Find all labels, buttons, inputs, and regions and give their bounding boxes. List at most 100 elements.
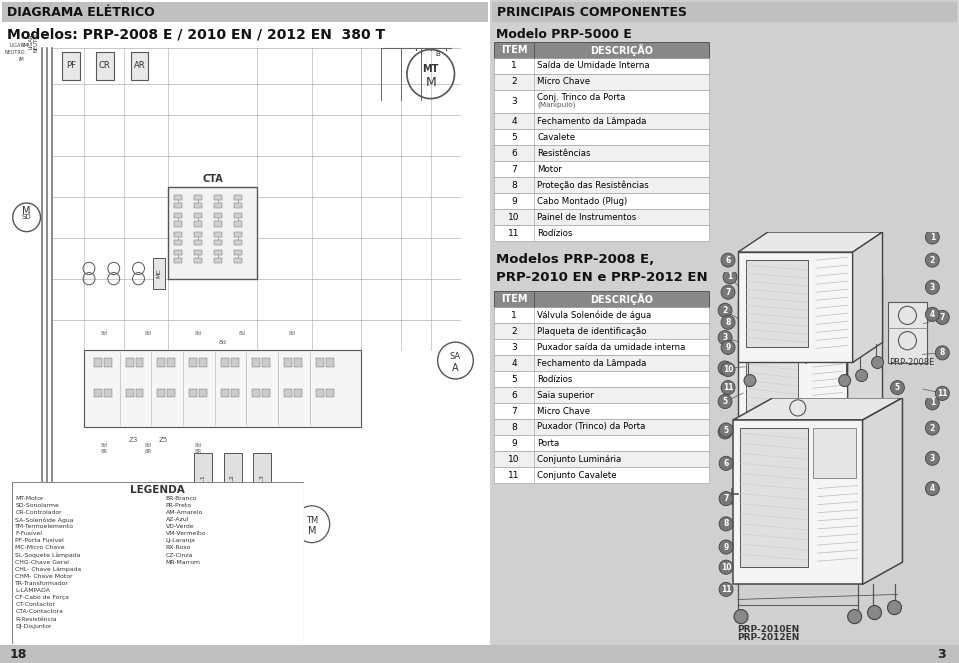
Bar: [223, 453, 242, 509]
Text: 5: 5: [511, 133, 517, 141]
Bar: [494, 74, 709, 90]
Circle shape: [721, 381, 735, 394]
Text: VM-Vermelho: VM-Vermelho: [166, 531, 206, 536]
Circle shape: [721, 253, 735, 267]
Text: 4: 4: [929, 310, 935, 319]
Bar: [490, 0, 959, 663]
Text: MC-Micro Chave: MC-Micro Chave: [15, 546, 65, 550]
Text: CT-Contactor: CT-Contactor: [15, 603, 56, 607]
Circle shape: [935, 310, 949, 324]
Text: 8R: 8R: [145, 449, 152, 453]
Circle shape: [854, 477, 868, 492]
Bar: [175, 250, 182, 255]
Bar: [234, 203, 242, 208]
Bar: [234, 213, 242, 218]
Text: 1: 1: [929, 398, 935, 407]
Text: 8d: 8d: [219, 339, 226, 345]
Bar: [194, 195, 202, 200]
Text: 18: 18: [10, 648, 27, 660]
Bar: [175, 195, 182, 200]
Circle shape: [721, 316, 735, 330]
Bar: [494, 58, 709, 74]
Bar: [253, 453, 271, 509]
Circle shape: [719, 423, 733, 437]
Text: CR-Controlador: CR-Controlador: [15, 510, 62, 515]
Text: 7: 7: [511, 406, 517, 416]
Bar: [294, 359, 302, 367]
Circle shape: [830, 483, 845, 497]
Text: 10: 10: [723, 365, 734, 374]
Bar: [494, 113, 709, 129]
Circle shape: [744, 375, 756, 387]
Bar: [194, 250, 202, 255]
Circle shape: [891, 381, 904, 394]
Circle shape: [935, 387, 949, 400]
Circle shape: [925, 421, 939, 435]
Text: PF: PF: [66, 62, 76, 70]
Text: SA-Solenóide Água: SA-Solenóide Água: [15, 516, 74, 522]
Text: 11: 11: [723, 383, 734, 392]
Text: A: A: [452, 363, 458, 373]
Circle shape: [718, 331, 732, 345]
Circle shape: [721, 363, 735, 377]
Text: Rodízios: Rodízios: [537, 375, 573, 383]
Circle shape: [935, 346, 949, 360]
Text: 11: 11: [508, 229, 520, 237]
Text: CZ-Cinza: CZ-Cinza: [166, 552, 193, 558]
Bar: [494, 323, 709, 339]
Text: Modelo PRP-5000 E: Modelo PRP-5000 E: [496, 27, 632, 40]
Text: CHG-Chave Geral: CHG-Chave Geral: [15, 560, 69, 565]
Bar: [492, 2, 957, 22]
Circle shape: [925, 452, 939, 465]
Text: 7: 7: [725, 288, 731, 297]
Text: Fechamento da Lâmpada: Fechamento da Lâmpada: [537, 359, 646, 367]
Text: 9: 9: [723, 542, 729, 552]
Text: CTA-Contactora: CTA-Contactora: [15, 609, 63, 615]
Text: DESCRIÇÃO: DESCRIÇÃO: [590, 44, 653, 56]
Polygon shape: [813, 428, 855, 479]
Text: L-LÂMPADA: L-LÂMPADA: [15, 588, 51, 593]
Text: 9: 9: [511, 196, 517, 206]
Text: 6: 6: [722, 428, 728, 436]
Circle shape: [719, 560, 733, 574]
Bar: [494, 387, 709, 403]
Text: 1: 1: [728, 272, 733, 281]
Circle shape: [855, 493, 870, 507]
Bar: [316, 389, 324, 397]
Circle shape: [719, 516, 733, 531]
Polygon shape: [746, 310, 798, 424]
Text: 6: 6: [723, 459, 729, 468]
Polygon shape: [848, 277, 882, 439]
Text: 8d: 8d: [239, 331, 246, 336]
Bar: [214, 250, 222, 255]
Circle shape: [925, 396, 939, 410]
Text: (Manípulo): (Manípulo): [537, 102, 575, 109]
Text: 6: 6: [511, 149, 517, 158]
Bar: [494, 42, 709, 58]
Polygon shape: [738, 277, 882, 302]
Bar: [263, 359, 270, 367]
Circle shape: [887, 601, 901, 615]
Text: 2: 2: [511, 78, 517, 86]
Text: IM: IM: [22, 44, 29, 48]
Bar: [94, 389, 102, 397]
Circle shape: [855, 369, 868, 382]
Bar: [234, 250, 242, 255]
Bar: [194, 213, 202, 218]
Text: 8d: 8d: [101, 331, 107, 336]
Text: Proteção das Resistências: Proteção das Resistências: [537, 180, 648, 190]
Polygon shape: [740, 428, 807, 568]
Bar: [230, 389, 239, 397]
Circle shape: [723, 270, 737, 284]
Text: MR-Marrom: MR-Marrom: [166, 560, 200, 565]
Text: 10: 10: [508, 213, 520, 221]
Text: 2: 2: [929, 256, 935, 265]
Text: 2: 2: [929, 424, 935, 432]
Polygon shape: [738, 252, 853, 363]
Circle shape: [719, 540, 733, 554]
Polygon shape: [887, 302, 927, 363]
Bar: [214, 203, 222, 208]
Text: TR-Transformador: TR-Transformador: [15, 581, 69, 586]
Polygon shape: [733, 420, 862, 584]
Text: 5: 5: [895, 383, 901, 392]
